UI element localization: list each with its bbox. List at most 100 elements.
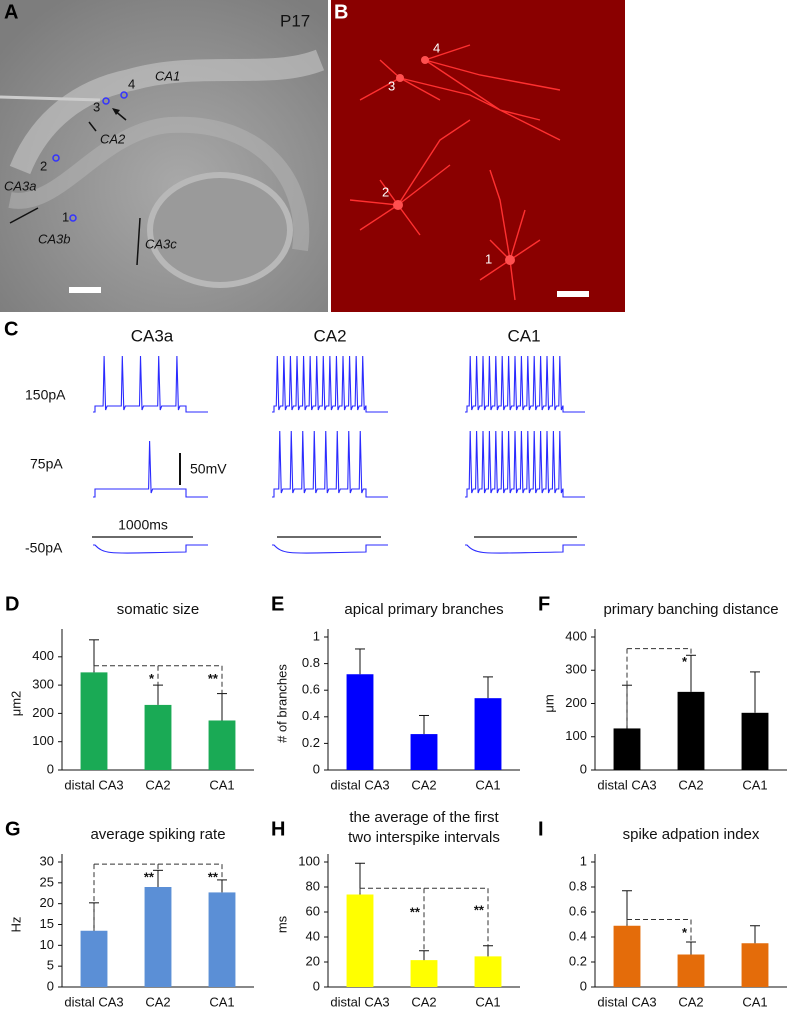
y-axis-label: ms xyxy=(274,915,289,933)
cell-label: 4 xyxy=(433,40,440,55)
cell-label: 2 xyxy=(382,184,389,199)
voltage-trace xyxy=(272,430,388,498)
significance-label: ** xyxy=(208,870,219,885)
voltage-trace xyxy=(465,355,585,413)
y-tick-label: 300 xyxy=(565,662,587,677)
error-bar xyxy=(217,879,227,893)
y-tick-label: 10 xyxy=(40,937,54,952)
boundary xyxy=(88,121,97,132)
error-bar xyxy=(483,676,493,699)
cell-marker xyxy=(102,97,110,105)
column-title: CA1 xyxy=(507,326,540,345)
boundary xyxy=(9,207,39,224)
y-tick-label: 100 xyxy=(298,853,320,868)
chart-title: somatic size xyxy=(117,601,200,618)
y-tick-label: 20 xyxy=(40,895,54,910)
y-tick-label: 0.8 xyxy=(569,878,587,893)
cell-marker xyxy=(52,154,60,162)
cell-layer xyxy=(9,49,325,175)
y-tick-label: 0.6 xyxy=(569,903,587,918)
cell-label: 2 xyxy=(40,158,47,173)
y-axis-label: μm2 xyxy=(8,691,23,717)
y-tick-label: 80 xyxy=(306,878,320,893)
bar xyxy=(677,691,705,770)
error-bar xyxy=(483,945,493,957)
x-tick-label: CA1 xyxy=(742,777,767,792)
cell-marker xyxy=(69,214,77,222)
bar xyxy=(346,674,374,770)
x-tick-label: distal CA3 xyxy=(330,994,389,1009)
chart-title: the average of the first xyxy=(349,809,499,826)
y-tick-label: 1 xyxy=(580,853,587,868)
y-tick-label: 100 xyxy=(565,728,587,743)
x-tick-label: CA2 xyxy=(411,994,436,1009)
x-tick-label: CA2 xyxy=(145,777,170,792)
bar xyxy=(677,954,705,987)
cell-label: 1 xyxy=(62,209,69,224)
y-axis-label: # of branches xyxy=(274,664,289,743)
x-tick-label: CA1 xyxy=(209,994,234,1009)
x-tick-label: distal CA3 xyxy=(597,777,656,792)
region-label: CA3b xyxy=(38,231,71,246)
column-title: CA2 xyxy=(313,326,346,345)
y-axis-label: μm xyxy=(541,694,556,712)
chart-title: primary banching distance xyxy=(603,601,778,618)
age-label: P17 xyxy=(280,11,310,30)
bar xyxy=(80,672,108,770)
voltage-trace xyxy=(272,355,388,413)
y-tick-label: 100 xyxy=(32,733,54,748)
y-tick-label: 25 xyxy=(40,874,54,889)
region-label: CA2 xyxy=(100,131,126,146)
y-tick-label: 0 xyxy=(313,761,320,776)
x-tick-label: CA2 xyxy=(678,994,703,1009)
error-bar xyxy=(355,648,365,675)
cell-label: 3 xyxy=(93,99,100,114)
cell-marker xyxy=(120,91,128,99)
bar xyxy=(80,930,108,987)
error-bar xyxy=(686,941,696,955)
voltage-trace xyxy=(93,544,208,554)
panel-letter: F xyxy=(538,593,550,615)
x-tick-label: distal CA3 xyxy=(330,777,389,792)
y-tick-label: 0.2 xyxy=(302,735,320,750)
x-tick-label: CA2 xyxy=(145,994,170,1009)
boundary xyxy=(136,217,141,266)
significance-label: * xyxy=(682,925,688,940)
y-tick-label: 0.2 xyxy=(569,953,587,968)
panel-letter: I xyxy=(538,818,544,840)
y-tick-label: 200 xyxy=(565,695,587,710)
y-tick-label: 200 xyxy=(32,705,54,720)
y-axis-label: Hz xyxy=(8,917,23,933)
x-tick-label: distal CA3 xyxy=(64,777,123,792)
y-tick-label: 0.4 xyxy=(569,928,587,943)
error-bar xyxy=(686,654,696,692)
error-bar xyxy=(153,869,163,887)
error-bar xyxy=(750,925,760,944)
pipette xyxy=(0,95,101,102)
error-bar xyxy=(217,693,227,721)
error-bar xyxy=(419,950,429,961)
panel-letter: E xyxy=(271,593,284,615)
significance-label: ** xyxy=(474,903,485,918)
y-tick-label: 1 xyxy=(313,628,320,643)
bar xyxy=(208,892,236,987)
error-bar xyxy=(750,671,760,713)
arrow-head xyxy=(112,108,120,115)
region-label: CA1 xyxy=(155,68,180,83)
chart-title: average spiking rate xyxy=(90,826,225,843)
chart-title: two interspike intervals xyxy=(348,829,500,846)
error-bar xyxy=(419,714,429,735)
row-label: -50pA xyxy=(25,540,63,556)
cell-label: 3 xyxy=(388,78,395,93)
cell-layer xyxy=(8,116,310,252)
scale-bar xyxy=(69,287,101,293)
bar xyxy=(346,894,374,987)
bar xyxy=(208,720,236,770)
y-tick-label: 400 xyxy=(565,628,587,643)
voltage-trace xyxy=(93,440,208,498)
scale-label: 50mV xyxy=(190,461,227,477)
y-tick-label: 30 xyxy=(40,853,54,868)
x-tick-label: CA2 xyxy=(411,777,436,792)
soma xyxy=(421,56,429,64)
